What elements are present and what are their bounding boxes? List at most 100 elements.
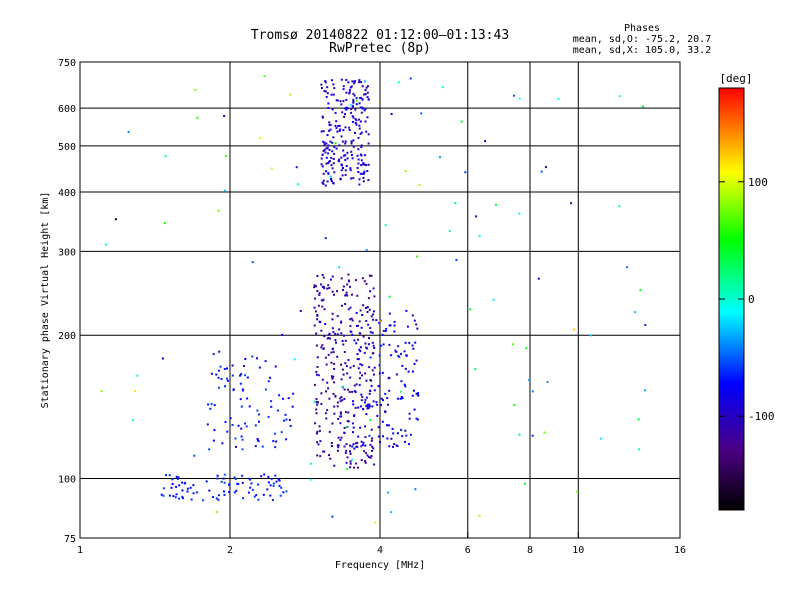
- data-point: [367, 323, 370, 326]
- data-point: [342, 149, 345, 152]
- data-point: [334, 333, 337, 335]
- data-point: [399, 352, 402, 355]
- data-point: [212, 353, 215, 356]
- data-point: [413, 362, 416, 365]
- data-point: [278, 394, 281, 397]
- data-point: [257, 483, 260, 486]
- data-point: [518, 97, 521, 100]
- data-point: [331, 377, 334, 380]
- data-point: [360, 144, 363, 147]
- data-point: [414, 341, 417, 344]
- data-point: [322, 182, 325, 185]
- data-point: [322, 179, 325, 182]
- data-point: [339, 412, 342, 415]
- data-point: [239, 382, 242, 385]
- colorbar-tick-label: 0: [748, 293, 755, 306]
- data-point: [320, 402, 323, 405]
- data-point: [417, 392, 420, 395]
- data-point: [241, 481, 244, 484]
- data-point: [314, 285, 317, 288]
- data-point: [401, 364, 404, 367]
- data-point: [411, 370, 414, 373]
- data-point: [324, 412, 327, 415]
- data-point: [416, 327, 419, 330]
- data-point: [365, 346, 368, 349]
- data-point: [229, 417, 232, 420]
- data-point: [347, 308, 350, 311]
- data-point: [339, 177, 342, 180]
- data-point: [336, 401, 339, 404]
- data-point: [365, 282, 368, 285]
- data-point: [360, 459, 363, 462]
- data-point: [546, 381, 549, 383]
- data-point: [531, 390, 534, 393]
- data-point: [193, 454, 196, 457]
- data-point: [350, 150, 353, 153]
- data-point: [373, 389, 376, 392]
- data-point: [344, 362, 347, 365]
- data-point: [618, 205, 621, 208]
- data-point: [346, 107, 349, 110]
- data-point: [390, 511, 393, 514]
- data-point: [366, 116, 369, 119]
- data-point: [359, 405, 362, 408]
- data-point: [345, 79, 348, 81]
- data-point: [342, 343, 345, 346]
- x-tick-label: 8: [527, 545, 533, 556]
- data-point: [371, 369, 374, 372]
- data-point: [352, 98, 355, 101]
- data-point: [382, 435, 384, 438]
- data-point: [322, 140, 325, 143]
- data-point: [338, 328, 341, 331]
- data-point: [270, 400, 273, 403]
- data-point: [367, 163, 370, 166]
- data-point: [364, 120, 367, 123]
- data-point: [315, 344, 318, 347]
- data-point: [215, 373, 218, 376]
- data-point: [361, 395, 364, 398]
- data-point: [376, 403, 379, 406]
- data-point: [189, 486, 192, 489]
- data-point: [212, 439, 215, 442]
- data-point: [386, 437, 389, 440]
- data-point: [340, 156, 343, 159]
- data-point: [393, 330, 396, 333]
- data-point: [235, 489, 238, 492]
- data-point: [353, 466, 356, 469]
- data-point: [360, 111, 363, 114]
- data-point: [378, 354, 381, 357]
- data-point: [439, 156, 441, 159]
- data-point: [357, 324, 360, 327]
- data-point: [349, 452, 352, 455]
- data-point: [359, 153, 362, 156]
- data-point: [226, 379, 229, 382]
- data-point: [388, 295, 391, 298]
- data-point: [404, 440, 406, 443]
- data-point: [352, 116, 355, 119]
- data-point: [350, 317, 353, 320]
- data-point: [355, 462, 358, 465]
- data-point: [377, 435, 380, 438]
- data-point: [369, 456, 372, 459]
- data-point: [333, 146, 336, 148]
- data-point: [331, 108, 334, 111]
- data-point: [215, 511, 218, 513]
- data-point: [354, 279, 357, 282]
- data-point: [336, 405, 339, 408]
- data-point: [326, 180, 329, 183]
- data-point: [175, 485, 178, 488]
- data-point: [363, 170, 366, 173]
- data-point: [134, 390, 136, 393]
- data-point: [618, 95, 621, 98]
- data-point: [321, 115, 324, 118]
- data-point: [270, 167, 273, 170]
- data-point: [357, 136, 360, 139]
- data-point: [335, 341, 337, 344]
- data-point: [329, 140, 332, 143]
- data-point: [346, 151, 349, 154]
- data-point: [388, 389, 391, 392]
- data-point: [315, 412, 318, 415]
- data-point: [343, 351, 346, 353]
- data-point: [330, 178, 333, 181]
- data-point: [245, 425, 248, 428]
